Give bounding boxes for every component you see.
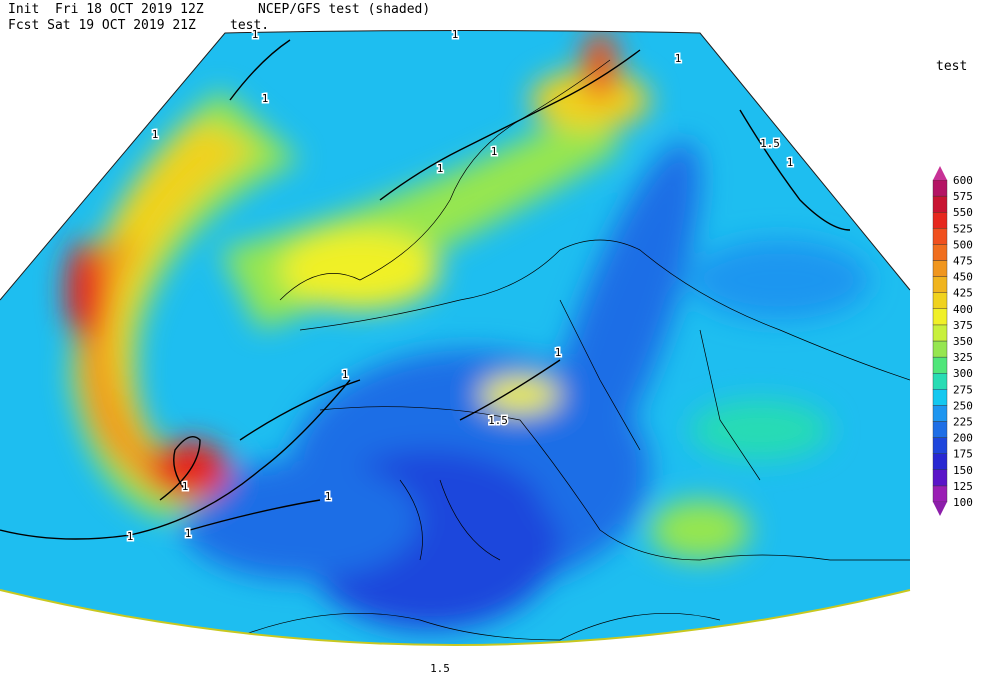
forecast-time: Fcst Sat 19 OCT 2019 21Z bbox=[8, 18, 196, 33]
map-field bbox=[0, 30, 910, 645]
colorbar-label: 600 bbox=[953, 174, 973, 187]
colorbar-label: 550 bbox=[953, 206, 973, 219]
colorbar-label: 225 bbox=[953, 416, 973, 429]
contour-label: 1 bbox=[252, 28, 259, 41]
colorbar-label: 175 bbox=[953, 448, 973, 461]
colorbar-band bbox=[932, 405, 948, 422]
contour-label: 1 bbox=[787, 156, 794, 169]
colorbar-band bbox=[932, 179, 948, 197]
colorbar-under bbox=[933, 502, 947, 516]
contour-label: 1.5 bbox=[430, 662, 450, 675]
colorbar-label: 275 bbox=[953, 383, 973, 396]
colorbar-band bbox=[932, 469, 948, 487]
contour-label: 1 bbox=[437, 162, 444, 175]
colorbar-band bbox=[932, 421, 948, 438]
colorbar-label: 325 bbox=[953, 351, 973, 364]
colorbar-label: 525 bbox=[953, 222, 973, 235]
contour-label: 1 bbox=[262, 92, 269, 105]
colorbar-label: 125 bbox=[953, 480, 973, 493]
colorbar-label: 375 bbox=[953, 319, 973, 332]
colorbar-label: 300 bbox=[953, 367, 973, 380]
colorbar-band bbox=[932, 389, 948, 406]
contour-label: 1 bbox=[342, 368, 349, 381]
colorbar-label: 500 bbox=[953, 238, 973, 251]
contour-label: 1 bbox=[185, 527, 192, 540]
map-border bbox=[0, 30, 911, 301]
contour-label: 1.5 bbox=[488, 414, 508, 427]
colorbar-label: 350 bbox=[953, 335, 973, 348]
colorbar-label: 100 bbox=[953, 496, 973, 509]
colorbar-label: 475 bbox=[953, 255, 973, 268]
colorbar-label: 425 bbox=[953, 287, 973, 300]
colorbar-band bbox=[932, 276, 948, 293]
contour-label: 1 bbox=[675, 52, 682, 65]
colorbar-band bbox=[932, 340, 948, 358]
colorbar-band bbox=[932, 308, 948, 326]
colorbar-band bbox=[932, 244, 948, 261]
colorbar-label: 575 bbox=[953, 190, 973, 203]
colorbar-label: 150 bbox=[953, 464, 973, 477]
colorbar-label: 200 bbox=[953, 432, 973, 445]
colorbar-over bbox=[933, 166, 947, 180]
colorbar-band bbox=[932, 324, 948, 342]
map-border bbox=[0, 589, 911, 646]
colorbar-band bbox=[932, 292, 948, 310]
colorbar-band bbox=[932, 260, 948, 277]
legend-title: test bbox=[936, 59, 967, 74]
colorbar-label: 450 bbox=[953, 271, 973, 284]
colorbar-band bbox=[932, 373, 948, 390]
map-title: NCEP/GFS test (shaded) bbox=[258, 2, 430, 17]
contour-labels: 1 1 1 1 1 1.5 1 1 1 1 1.5 1 1 1 1 1 1.5 bbox=[125, 27, 795, 677]
colorbar-band bbox=[932, 211, 948, 229]
contour-label: 1 bbox=[491, 145, 498, 158]
map-subtitle: test. bbox=[230, 18, 269, 33]
contour-label: 1 bbox=[152, 128, 159, 141]
contour-label: 1 bbox=[555, 346, 562, 359]
colorbar-band bbox=[932, 356, 948, 374]
contour-label: 1 bbox=[452, 28, 459, 41]
init-time: Init Fri 18 OCT 2019 12Z bbox=[8, 2, 204, 17]
colorbar-band bbox=[932, 453, 948, 471]
colorbar-band bbox=[932, 437, 948, 454]
contour-label: 1 bbox=[325, 490, 332, 503]
colorbar: 100 125 150 175 200 225 250 275 300 325 350 375 400 4… bbox=[932, 166, 973, 516]
contour-label: 1 bbox=[182, 480, 189, 493]
contour-label: 1.5 bbox=[760, 137, 780, 150]
colorbar-label: 250 bbox=[953, 399, 973, 412]
colorbar-band bbox=[932, 195, 948, 213]
colorbar-label: 400 bbox=[953, 303, 973, 316]
colorbar-band bbox=[932, 485, 948, 503]
colorbar-band bbox=[932, 228, 948, 245]
contour-label: 1 bbox=[127, 530, 134, 543]
